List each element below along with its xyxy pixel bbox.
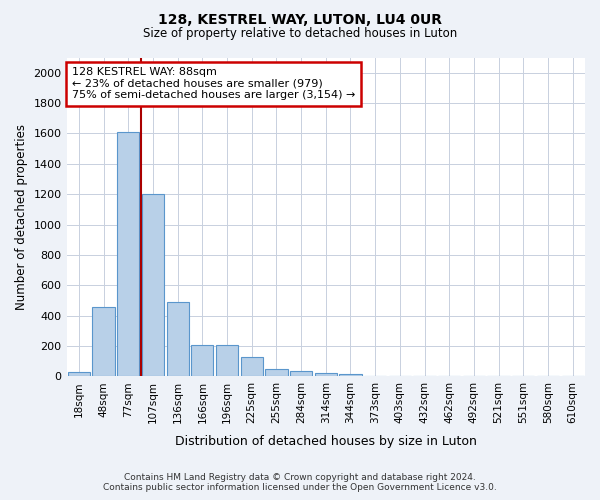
Bar <box>117 132 139 376</box>
Text: Contains HM Land Registry data © Crown copyright and database right 2024.
Contai: Contains HM Land Registry data © Crown c… <box>103 473 497 492</box>
Text: 128 KESTREL WAY: 88sqm
← 23% of detached houses are smaller (979)
75% of semi-de: 128 KESTREL WAY: 88sqm ← 23% of detached… <box>72 67 355 100</box>
Bar <box>167 302 189 376</box>
Bar <box>191 344 214 376</box>
Bar <box>290 370 312 376</box>
Bar <box>92 308 115 376</box>
Bar <box>314 373 337 376</box>
Bar <box>340 374 362 376</box>
X-axis label: Distribution of detached houses by size in Luton: Distribution of detached houses by size … <box>175 434 477 448</box>
Text: Size of property relative to detached houses in Luton: Size of property relative to detached ho… <box>143 28 457 40</box>
Text: 128, KESTREL WAY, LUTON, LU4 0UR: 128, KESTREL WAY, LUTON, LU4 0UR <box>158 12 442 26</box>
Bar <box>68 372 90 376</box>
Bar <box>241 358 263 376</box>
Bar <box>265 369 287 376</box>
Bar <box>216 344 238 376</box>
Bar <box>142 194 164 376</box>
Y-axis label: Number of detached properties: Number of detached properties <box>15 124 28 310</box>
